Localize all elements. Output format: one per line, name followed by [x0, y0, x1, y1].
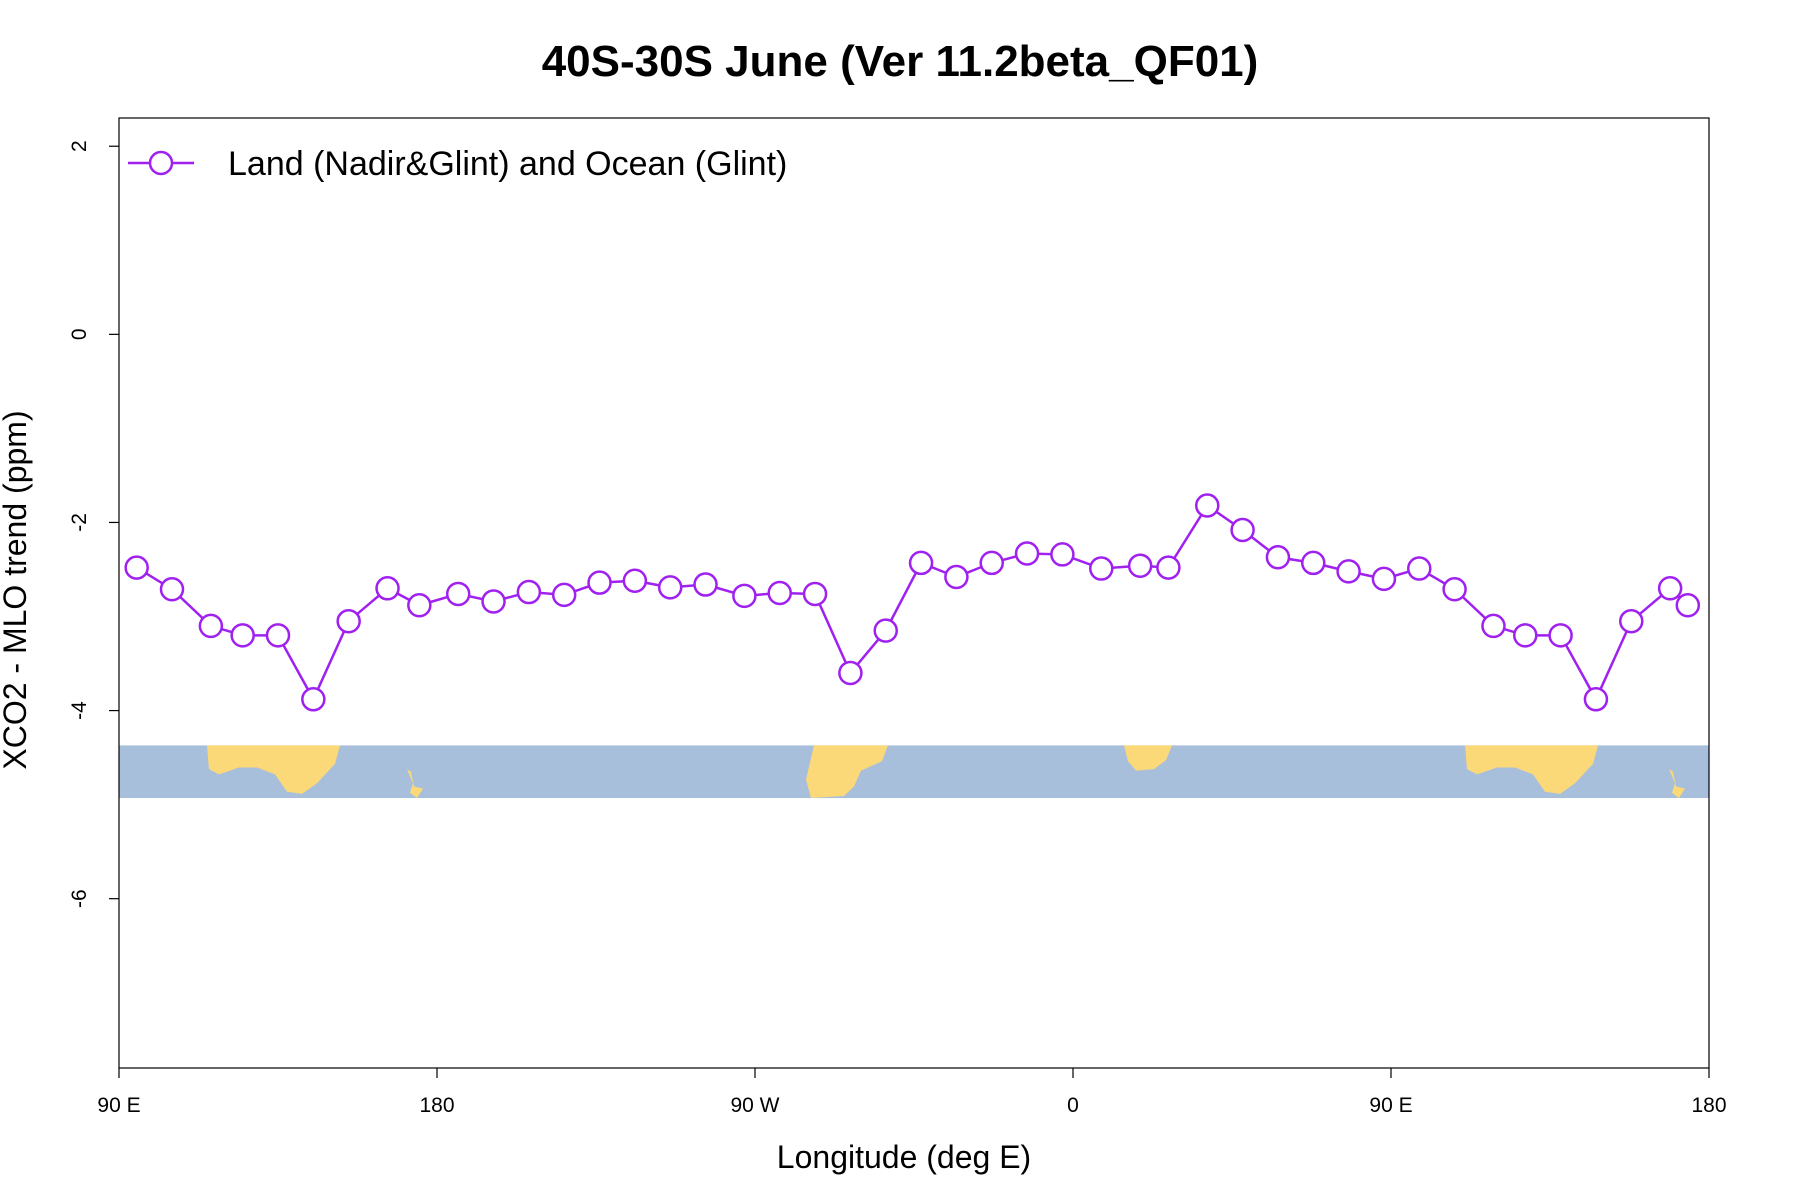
- data-point: [1675, 592, 1701, 618]
- data-point: [375, 576, 400, 601]
- data-point: [1513, 623, 1538, 648]
- x-tick-label: 90 E: [97, 1094, 140, 1117]
- x-tick-label: 0: [1067, 1094, 1079, 1117]
- data-point: [1407, 556, 1432, 581]
- ocean-band: [119, 745, 1709, 799]
- data-point: [1089, 556, 1114, 581]
- data-point: [732, 583, 757, 609]
- data-point: [551, 582, 577, 608]
- data-point: [159, 576, 185, 602]
- data-point: [1583, 687, 1609, 712]
- data-point: [481, 589, 506, 614]
- chart-title: 40S-30S June (Ver 11.2beta_QF01): [542, 37, 1259, 86]
- data-point: [407, 592, 432, 618]
- x-tick-label: 180: [1691, 1094, 1726, 1117]
- y-axis-label: XCO2 - MLO trend (ppm): [0, 410, 33, 769]
- data-point: [1548, 623, 1573, 648]
- data-point: [1336, 559, 1361, 584]
- legend-label: Land (Nadir&Glint) and Ocean (Glint): [228, 145, 787, 183]
- series-line: [136, 503, 1689, 703]
- data-point: [1265, 545, 1291, 570]
- y-tick-label: -2: [68, 513, 91, 532]
- y-axis: 2 0 -2 -4 -6: [68, 140, 119, 908]
- data-point: [622, 568, 648, 594]
- data-point: [908, 550, 934, 576]
- data-point: [445, 581, 471, 607]
- land-masses: [207, 745, 1685, 799]
- x-tick-label: 90 W: [730, 1094, 779, 1117]
- data-point: [516, 579, 542, 605]
- data-point: [802, 581, 828, 607]
- x-tick-label: 180: [419, 1094, 454, 1117]
- data-point: [1301, 550, 1326, 576]
- south-america-shape: [806, 745, 888, 799]
- data-point: [230, 623, 255, 648]
- x-tick-label: 90 E: [1369, 1094, 1412, 1117]
- data-point: [336, 608, 361, 634]
- legend-marker-swatch: [148, 150, 174, 176]
- data-point: [944, 564, 969, 590]
- y-tick-label: -6: [68, 889, 91, 908]
- x-axis-label: Longitude (deg E): [777, 1139, 1031, 1175]
- data-point: [693, 572, 718, 597]
- x-axis: 90 E 180 90 W 0 90 E 180: [97, 1068, 1727, 1117]
- data-point: [1657, 576, 1683, 601]
- y-tick-label: 0: [68, 328, 91, 340]
- legend: Land (Nadir&Glint) and Ocean (Glint): [128, 145, 787, 183]
- data-point: [587, 570, 612, 595]
- data-point: [1156, 555, 1181, 580]
- data-point: [1442, 576, 1467, 602]
- data-point: [1371, 566, 1397, 592]
- data-point: [198, 613, 224, 639]
- australia-shape: [207, 745, 340, 794]
- data-point: [1230, 517, 1255, 543]
- data-point: [873, 618, 898, 643]
- data-point: [265, 623, 291, 648]
- new-zealand-shape: [407, 769, 423, 799]
- map-strip: [119, 745, 1709, 799]
- data-point: [979, 550, 1004, 576]
- data-point: [1481, 613, 1506, 639]
- africa-shape: [1124, 745, 1172, 771]
- data-point: [1195, 493, 1220, 518]
- data-point: [1050, 542, 1075, 567]
- data-point: [301, 687, 326, 712]
- series-points: [124, 493, 1701, 712]
- data-point: [1127, 553, 1153, 578]
- data-point: [767, 580, 792, 606]
- data-point: [1014, 541, 1040, 566]
- australia-shape: [1465, 745, 1598, 794]
- data-point: [124, 555, 149, 580]
- data-point: [657, 575, 683, 600]
- plot-frame: [118, 117, 1710, 1069]
- data-point: [1619, 608, 1644, 634]
- data-point: [838, 660, 863, 686]
- y-tick-label: 2: [68, 140, 91, 152]
- y-tick-label: -4: [68, 701, 91, 720]
- new-zealand-shape: [1669, 769, 1685, 799]
